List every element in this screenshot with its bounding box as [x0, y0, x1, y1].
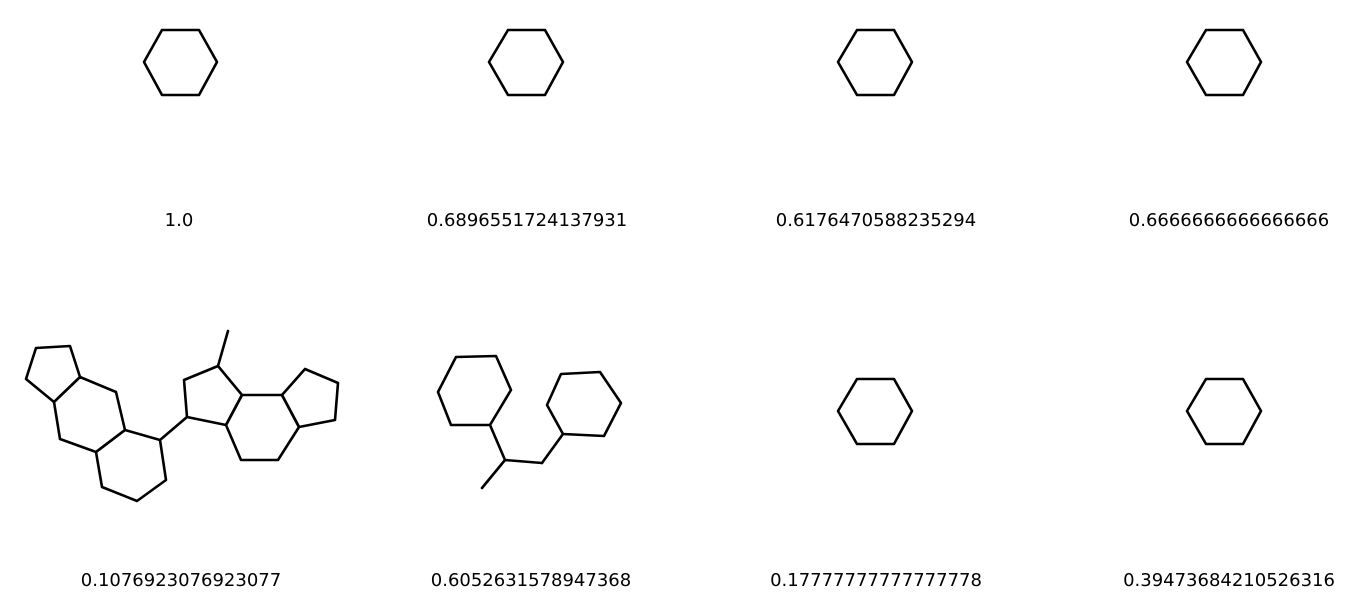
- molecule-cell-4: 0.6666666666666666: [1054, 0, 1358, 300]
- molecule-cell-2: 0.6896551724137931: [352, 0, 702, 300]
- molecule-cell-6: 0.6052631578947368: [356, 300, 706, 600]
- similarity-score: 0.1076923076923077: [80, 570, 282, 591]
- similarity-score: 0.6052631578947368: [430, 570, 632, 591]
- molecule-cell-1: 1.0: [4, 0, 354, 300]
- similarity-score: 1.0: [164, 210, 194, 231]
- similarity-score: 0.6896551724137931: [426, 210, 628, 231]
- hexagon-ring-icon: [836, 377, 914, 446]
- molecule-cell-5: 0.1076923076923077: [6, 300, 356, 600]
- molecule-cell-3: 0.6176470588235294: [701, 0, 1051, 300]
- fused-polycyclic-structure-icon: [24, 329, 340, 503]
- molecule-cell-7: 0.17777777777777778: [701, 300, 1051, 600]
- hexagon-ring-icon: [1185, 377, 1263, 446]
- molecule-cell-8: 0.39473684210526316: [1054, 300, 1358, 600]
- similarity-score: 0.39473684210526316: [1123, 570, 1335, 591]
- hexagon-ring-icon: [1185, 28, 1263, 97]
- hexagon-ring-icon: [836, 28, 914, 97]
- similarity-score: 0.6176470588235294: [775, 210, 977, 231]
- hexagon-ring-icon: [142, 28, 219, 97]
- hexagon-ring-icon: [487, 28, 565, 97]
- similarity-score: 0.6666666666666666: [1128, 210, 1330, 231]
- similarity-score: 0.17777777777777778: [770, 570, 982, 591]
- dicyclohexyl-propane-structure-icon: [436, 354, 623, 490]
